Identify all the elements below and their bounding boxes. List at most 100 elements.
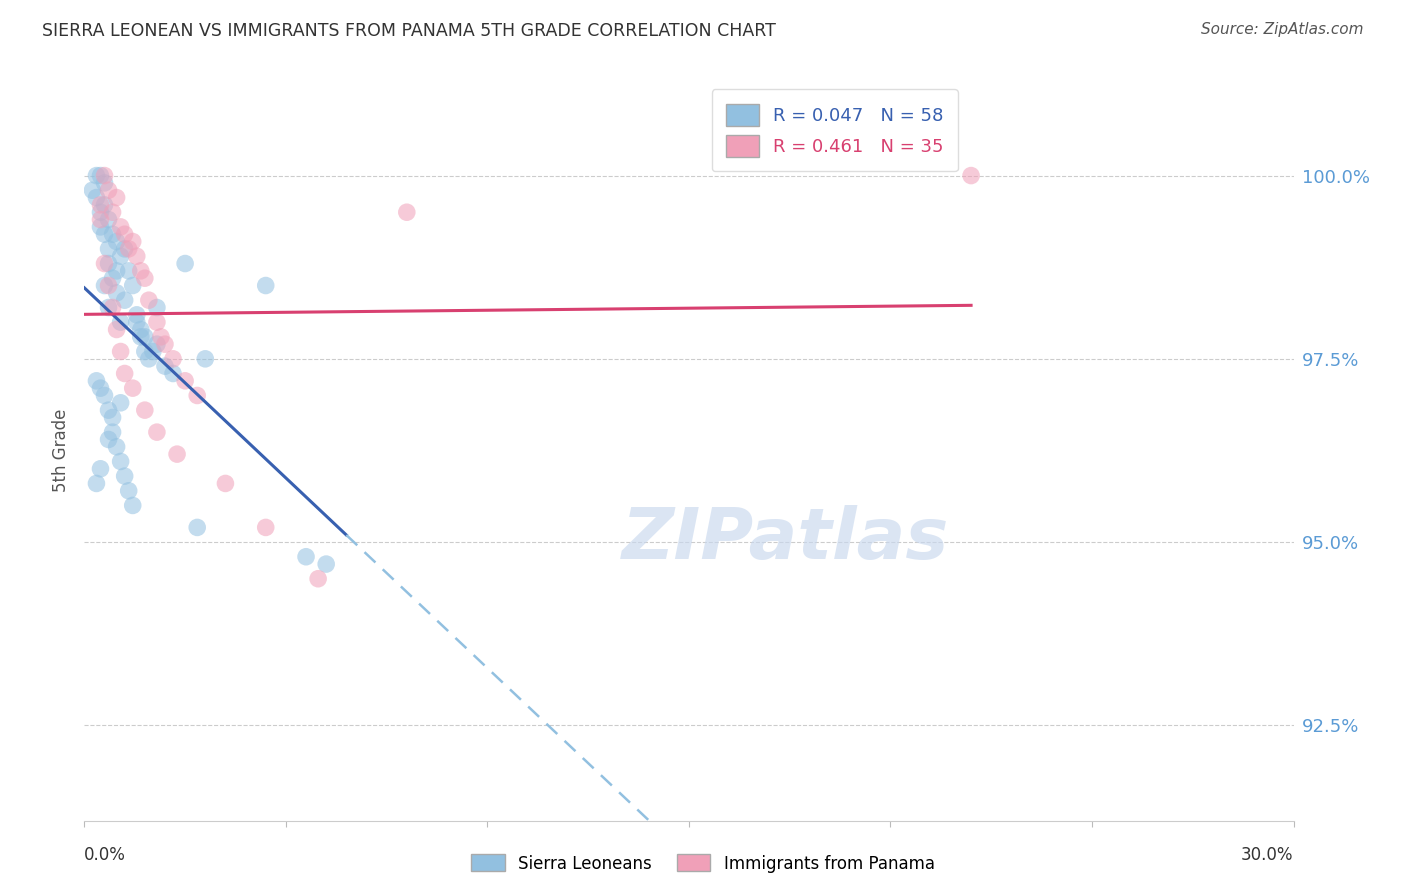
Point <box>214 476 236 491</box>
Point <box>93 278 115 293</box>
Point <box>110 454 132 468</box>
Point <box>93 388 115 402</box>
Point <box>89 198 111 212</box>
Point <box>153 337 176 351</box>
Point <box>118 264 141 278</box>
Point <box>114 469 136 483</box>
Point <box>89 381 111 395</box>
Point <box>105 264 128 278</box>
Point <box>254 520 277 534</box>
Point <box>101 425 124 439</box>
Point <box>101 410 124 425</box>
Text: 30.0%: 30.0% <box>1241 847 1294 864</box>
Point <box>114 242 136 256</box>
Point <box>315 557 337 571</box>
Point <box>101 271 124 285</box>
Point <box>166 447 188 461</box>
Point <box>93 227 115 242</box>
Point <box>86 374 108 388</box>
Point <box>134 330 156 344</box>
Point <box>97 183 120 197</box>
Point <box>105 190 128 204</box>
Point <box>295 549 318 564</box>
Point <box>174 256 197 270</box>
Point <box>142 344 165 359</box>
Point <box>138 293 160 308</box>
Point <box>125 315 148 329</box>
Point <box>121 381 143 395</box>
Point <box>129 322 152 336</box>
Point <box>101 301 124 315</box>
Point <box>186 520 208 534</box>
Point <box>89 169 111 183</box>
Point <box>121 235 143 249</box>
Point <box>86 169 108 183</box>
Point <box>125 249 148 263</box>
Text: 0.0%: 0.0% <box>84 847 127 864</box>
Point <box>105 322 128 336</box>
Point <box>254 278 277 293</box>
Point <box>134 344 156 359</box>
Point <box>125 308 148 322</box>
Point <box>97 242 120 256</box>
Point <box>101 227 124 242</box>
Point <box>110 249 132 263</box>
Point <box>105 440 128 454</box>
Point <box>138 351 160 366</box>
Point <box>118 483 141 498</box>
Point <box>129 264 152 278</box>
Point <box>93 198 115 212</box>
Point <box>82 183 104 197</box>
Point <box>97 278 120 293</box>
Point <box>121 278 143 293</box>
Point <box>110 315 132 329</box>
Point <box>118 242 141 256</box>
Point <box>134 271 156 285</box>
Point <box>114 293 136 308</box>
Point <box>153 359 176 373</box>
Point <box>960 169 983 183</box>
Point <box>97 256 120 270</box>
Point <box>89 212 111 227</box>
Point <box>149 330 172 344</box>
Point <box>97 403 120 417</box>
Point <box>174 374 197 388</box>
Point <box>110 344 132 359</box>
Legend: Sierra Leoneans, Immigrants from Panama: Sierra Leoneans, Immigrants from Panama <box>465 847 941 880</box>
Point <box>93 169 115 183</box>
Point <box>121 499 143 513</box>
Point <box>86 476 108 491</box>
Point <box>146 337 169 351</box>
Point <box>93 256 115 270</box>
Point <box>93 176 115 190</box>
Text: Source: ZipAtlas.com: Source: ZipAtlas.com <box>1201 22 1364 37</box>
Point <box>86 190 108 204</box>
Point <box>89 462 111 476</box>
Point <box>307 572 329 586</box>
Point <box>97 301 120 315</box>
Point <box>110 396 132 410</box>
Text: SIERRA LEONEAN VS IMMIGRANTS FROM PANAMA 5TH GRADE CORRELATION CHART: SIERRA LEONEAN VS IMMIGRANTS FROM PANAMA… <box>42 22 776 40</box>
Point <box>110 219 132 234</box>
Point <box>114 367 136 381</box>
Point <box>97 212 120 227</box>
Point <box>89 219 111 234</box>
Text: ZIPatlas: ZIPatlas <box>621 505 949 574</box>
Point <box>101 205 124 219</box>
Legend: R = 0.047   N = 58, R = 0.461   N = 35: R = 0.047 N = 58, R = 0.461 N = 35 <box>711 89 957 171</box>
Point <box>146 301 169 315</box>
Point <box>186 388 208 402</box>
Point <box>114 227 136 242</box>
Point <box>89 205 111 219</box>
Point <box>395 205 418 219</box>
Point <box>105 235 128 249</box>
Point <box>134 403 156 417</box>
Point <box>129 330 152 344</box>
Point <box>105 285 128 300</box>
Point <box>146 315 169 329</box>
Point <box>146 425 169 439</box>
Y-axis label: 5th Grade: 5th Grade <box>52 409 70 492</box>
Point <box>97 433 120 447</box>
Point <box>194 351 217 366</box>
Point <box>162 367 184 381</box>
